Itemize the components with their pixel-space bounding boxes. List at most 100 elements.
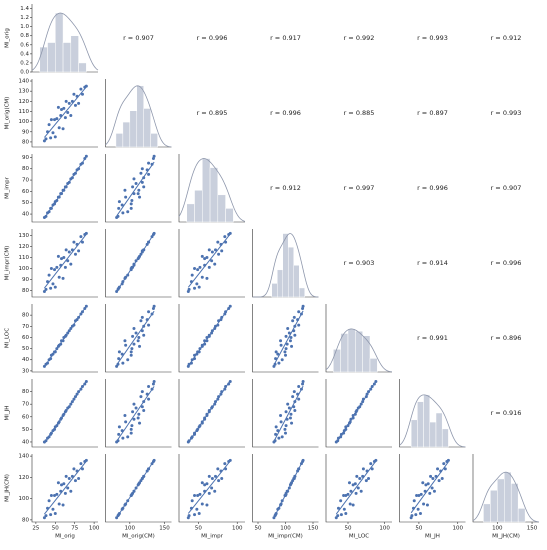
- scatter-point: [62, 106, 66, 110]
- scatter-point: [443, 467, 447, 471]
- regression-line: [187, 460, 231, 514]
- y-axis-label: MI_impr(CM): [5, 246, 11, 281]
- scatter-point: [279, 420, 283, 424]
- scatter-point: [123, 414, 127, 418]
- scatter-point: [432, 489, 436, 493]
- scatter-point: [129, 202, 133, 206]
- scatter-point: [279, 339, 283, 343]
- kde-curve: [472, 471, 540, 523]
- scatter-point: [220, 249, 224, 253]
- y-tick-label: 50: [22, 200, 29, 206]
- scatter-point: [80, 92, 84, 96]
- regression-line: [44, 305, 87, 367]
- hist-bar: [70, 35, 79, 73]
- scatter-point: [49, 136, 53, 140]
- scatter-point: [284, 424, 288, 428]
- y-tick-label: 110: [19, 109, 30, 115]
- axis-spine: [178, 229, 245, 298]
- scatter-point: [77, 101, 81, 105]
- x-axis-label: MI_impr: [201, 534, 223, 540]
- scatter-point: [207, 265, 211, 269]
- scatter-point: [200, 254, 204, 258]
- axis-spine: [105, 229, 172, 298]
- scatter-point: [217, 479, 221, 483]
- hist-bar: [362, 335, 371, 373]
- scatter-point: [210, 259, 214, 263]
- kde-curve: [31, 12, 99, 71]
- correlation-label: r = 0.907: [123, 34, 154, 42]
- scatter-point: [440, 476, 444, 480]
- scatter-point: [124, 420, 128, 424]
- scatter-point: [289, 335, 293, 339]
- y-tick-label: 80: [22, 139, 29, 145]
- scatter-point: [77, 249, 81, 253]
- correlation-label: r = 0.912: [270, 184, 301, 192]
- y-tick-label: 60: [22, 414, 29, 420]
- y-tick-label: 100: [19, 119, 30, 125]
- hist-bar: [150, 133, 158, 148]
- axis-spine: [31, 379, 98, 448]
- scatter-point: [55, 117, 59, 121]
- scatter-point: [72, 240, 76, 244]
- correlation-label: r = 0.993: [417, 34, 448, 42]
- scatter-point: [61, 127, 65, 131]
- hist-bar: [355, 330, 363, 373]
- scatter-point: [139, 171, 143, 175]
- x-tick-label: 50: [345, 526, 352, 532]
- scatter-point: [213, 489, 217, 493]
- scatter-point: [66, 486, 70, 490]
- scatter-point: [49, 493, 53, 497]
- scatter-point: [55, 265, 59, 269]
- hist-bar: [441, 428, 449, 448]
- regression-line: [44, 156, 87, 219]
- scatter-point: [129, 431, 133, 435]
- scatter-point: [49, 513, 53, 517]
- scatter-point: [412, 499, 416, 503]
- y-tick-label: 100: [19, 496, 30, 502]
- y-tick-label: 60: [22, 335, 29, 341]
- scatter-point: [147, 323, 151, 327]
- scatter-point: [53, 512, 57, 515]
- scatter-point: [339, 513, 343, 517]
- scatter-point: [193, 493, 197, 497]
- hist-bar: [333, 349, 341, 373]
- scatter-point: [336, 514, 340, 518]
- scatter-point: [137, 412, 141, 416]
- scatter-point: [430, 486, 434, 490]
- regression-line: [44, 460, 87, 515]
- kde-curve: [325, 328, 393, 373]
- scatter-point: [348, 502, 352, 506]
- hist-bar: [209, 167, 219, 223]
- scatter-point: [419, 492, 423, 496]
- scatter-point: [53, 135, 57, 139]
- scatter-point: [220, 476, 224, 480]
- scatter-point: [283, 350, 287, 354]
- scatter-point: [285, 342, 289, 346]
- scatter-point: [115, 364, 119, 368]
- hist-bar: [225, 208, 234, 223]
- scatter-point: [57, 275, 61, 279]
- correlation-label: r = 0.903: [344, 259, 375, 267]
- scatter-point: [196, 268, 200, 272]
- scatter-point: [126, 210, 130, 214]
- axis-spine: [31, 229, 98, 298]
- axis-spine: [252, 304, 319, 373]
- scatter-point: [136, 192, 140, 196]
- hist-bar: [277, 269, 283, 298]
- scatter-point: [223, 235, 227, 239]
- scatter-point: [134, 331, 138, 335]
- scatter-point: [121, 361, 125, 365]
- scatter-point: [353, 482, 357, 486]
- y-tick-label: 1.2: [20, 15, 29, 21]
- y-tick-label: 70: [22, 178, 29, 184]
- x-tick-label: 100: [125, 526, 136, 532]
- hist-bar: [47, 42, 56, 73]
- scatter-point: [47, 499, 51, 503]
- scatter-point: [69, 489, 73, 493]
- scatter-point: [53, 493, 57, 497]
- scatter-point: [293, 408, 297, 412]
- scatter-point: [138, 344, 142, 348]
- y-axis-label: MI_orig: [5, 28, 11, 48]
- scatter-point: [369, 462, 373, 466]
- scatter-point: [196, 493, 200, 497]
